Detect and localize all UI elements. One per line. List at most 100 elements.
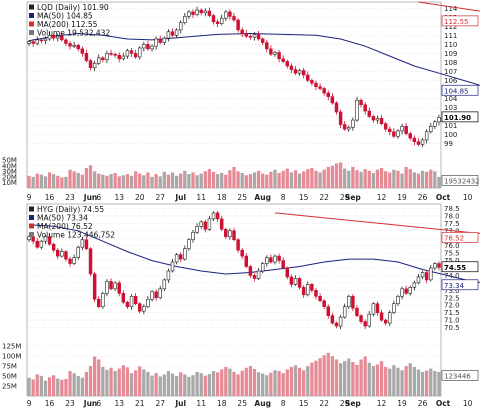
lqd-volume-bar [183,170,187,188]
lqd-x-tick-label: 10 [463,193,473,202]
hyg-volume-bar [433,371,437,396]
lqd-volume-bar [408,169,412,188]
hyg-volume-bar [56,378,60,396]
lqd-candle-body [424,131,429,141]
lqd-volume-bar [302,171,306,188]
hyg-volume-bar [285,369,289,396]
hyg-volume-value-label-box [441,370,479,381]
hyg-volume-bar [203,375,207,396]
hyg-volume-bar [220,369,224,396]
lqd-candle-body [68,43,72,47]
hyg-volume-bar [367,362,371,396]
lqd-candle-body [158,38,162,43]
lqd-volume-bar [174,175,179,188]
lqd-candle-body [318,86,322,89]
lqd-volume-bar [220,173,224,188]
lqd-volume-bar [281,170,285,188]
lqd-volume-bar [166,174,171,188]
hyg-volume-bar [347,358,351,396]
lqd-candle-body [96,57,101,64]
lqd-volume-bar [142,175,146,188]
lqd-volume-bar [396,170,400,188]
lqd-volume-bar [125,174,130,188]
hyg-volume-bar [281,373,285,396]
lqd-volume-bar [129,175,134,188]
hyg-volume-bar [256,372,261,396]
lqd-candle-body [64,39,68,44]
lqd-legend-entry: LQD (Daily) 101.90 [37,3,109,12]
hyg-candle-body [363,321,367,327]
lqd-candle-body [334,102,339,113]
lqd-volume-bar [207,169,212,188]
bar-icon-gray [29,30,34,35]
lqd-x-tick-label: 11 [196,193,206,202]
lqd-candle-body [396,130,400,137]
lqd-candle-body [80,48,85,54]
lqd-volume-bar [404,166,408,188]
lqd-volume-bar [425,171,429,188]
hyg-candle-body [137,303,142,312]
hyg-volume-bar [322,355,326,396]
lqd-ma200-line [418,1,480,12]
hyg-candle-body [211,212,216,220]
hyg-candle-body [293,278,298,285]
lqd-volume-bar [416,173,421,188]
hyg-candle-body [244,255,249,267]
lqd-candle-body [137,47,142,58]
lqd-candle-body [199,9,203,14]
hyg-candle-body [92,273,97,300]
hyg-candle-body [72,257,76,264]
hyg-volume-bar [215,372,220,396]
hyg-price-tick: 73.0 [444,287,460,295]
hyg-volume-bar [371,366,376,396]
lqd-volume-bar [388,172,392,188]
hyg-volume-bar [121,365,125,396]
lqd-volume-bar [109,174,113,188]
lqd-candle-body [211,15,216,23]
hyg-volume-tick: 25M [2,383,17,391]
hyg-last-price-label-box [441,261,479,273]
hyg-candle-body [88,248,93,275]
lqd-volume-bar [273,169,277,188]
lqd-volume-bar [355,170,359,188]
hyg-volume-bar [408,363,412,396]
lqd-volume-bar [277,173,281,188]
lqd-price-tick: 106 [444,77,458,85]
hyg-volume-bar [174,376,179,396]
hyg-candle-body [64,251,68,260]
lqd-volume-bar [224,174,228,188]
hyg-price-tick: 77.0 [444,227,460,235]
hyg-ma50-line [28,224,480,283]
hyg-x-tick-label: 22 [319,399,329,408]
lqd-candle-body [174,29,179,36]
lqd-volume-bar [343,168,347,188]
lqd-price-tick: 112 [444,23,457,31]
hyg-price-tick: 74.0 [444,272,460,280]
hyg-candle-body [330,315,335,324]
lqd-volume-bar [322,169,326,188]
hyg-x-tick-label: 12 [377,399,387,408]
hyg-ma200-line [274,212,480,234]
hyg-candle-body [207,218,212,230]
lqd-volume-bar [412,172,416,188]
hyg-candle-body [347,295,351,307]
hyg-price-tick: 78.5 [444,205,460,213]
hyg-volume-bar [412,366,416,396]
lqd-candle-body [105,53,109,60]
lqd-ma200-value-label: 112.55 [444,18,469,26]
lqd-volume-bar [84,168,89,188]
hyg-volume-bar [211,371,216,396]
hyg-candle-body [375,303,380,313]
lqd-volume-bar [158,176,162,188]
hyg-volume-bar [109,367,113,396]
hyg-candle-body [43,236,48,242]
hyg-candle-body [260,263,265,272]
hyg-candle-body [80,239,85,248]
hyg-volume-bar [379,361,384,396]
hyg-candle-body [400,288,404,297]
lqd-last-price-label: 101.90 [444,114,471,122]
lqd-candle-body [420,139,425,145]
hyg-volume-bar [404,366,408,396]
lqd-candle-body [129,50,134,54]
hyg-x-tick-label: 23 [65,399,75,408]
